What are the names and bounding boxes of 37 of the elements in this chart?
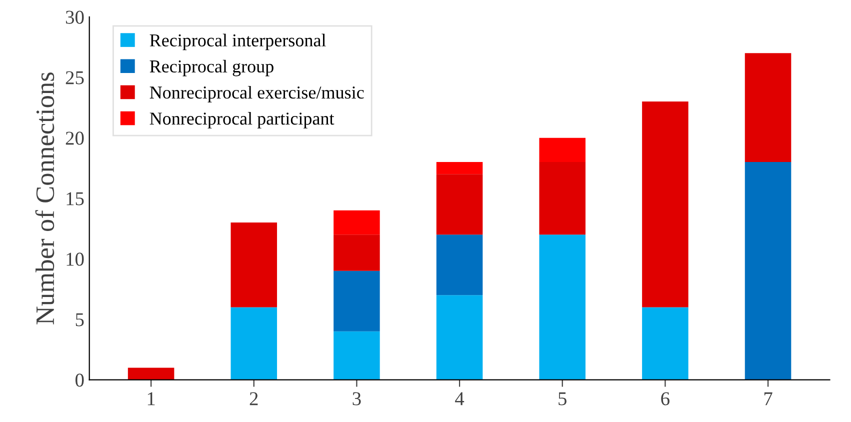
bar: [744, 53, 792, 162]
y-tick-label: 10: [66, 252, 84, 266]
bar: [230, 222, 278, 308]
y-tick-label: 15: [66, 192, 84, 206]
bar: [334, 210, 380, 235]
y-tick-label: 20: [66, 132, 84, 145]
bar: [334, 270, 380, 332]
bar: [128, 368, 174, 380]
legend-label: Reciprocal interpersonal: [150, 34, 326, 50]
legend-label: Nonreciprocal exercise/music: [150, 86, 364, 102]
y-axis-title: Number of Connections: [35, 72, 54, 324]
y-tick-label: 0: [76, 374, 84, 387]
bar: [436, 162, 483, 174]
x-tick-label: 2: [250, 392, 258, 406]
bar: [539, 138, 586, 162]
x-tick-label: 6: [661, 392, 670, 406]
legend-label: Reciprocal group: [150, 60, 274, 76]
bar: [642, 102, 688, 308]
x-tick-label: 3: [352, 392, 361, 406]
bar: [539, 162, 586, 235]
bar: [436, 295, 483, 380]
legend-label: Nonreciprocal participant: [150, 112, 334, 128]
x-tick-label: 1: [148, 392, 155, 406]
bar: [436, 174, 483, 235]
bar: [334, 331, 380, 380]
y-tick-label: 5: [76, 313, 84, 326]
bar: [436, 234, 483, 296]
bar: [642, 307, 688, 380]
bar: [334, 234, 380, 271]
bar: [230, 307, 278, 380]
x-tick-label: 4: [455, 392, 464, 406]
bar: [539, 234, 586, 380]
y-tick-label: 25: [66, 71, 84, 84]
y-tick-label: 30: [66, 10, 84, 24]
x-tick-label: 7: [764, 392, 772, 406]
x-tick-label: 5: [558, 392, 566, 406]
bar: [744, 162, 792, 380]
